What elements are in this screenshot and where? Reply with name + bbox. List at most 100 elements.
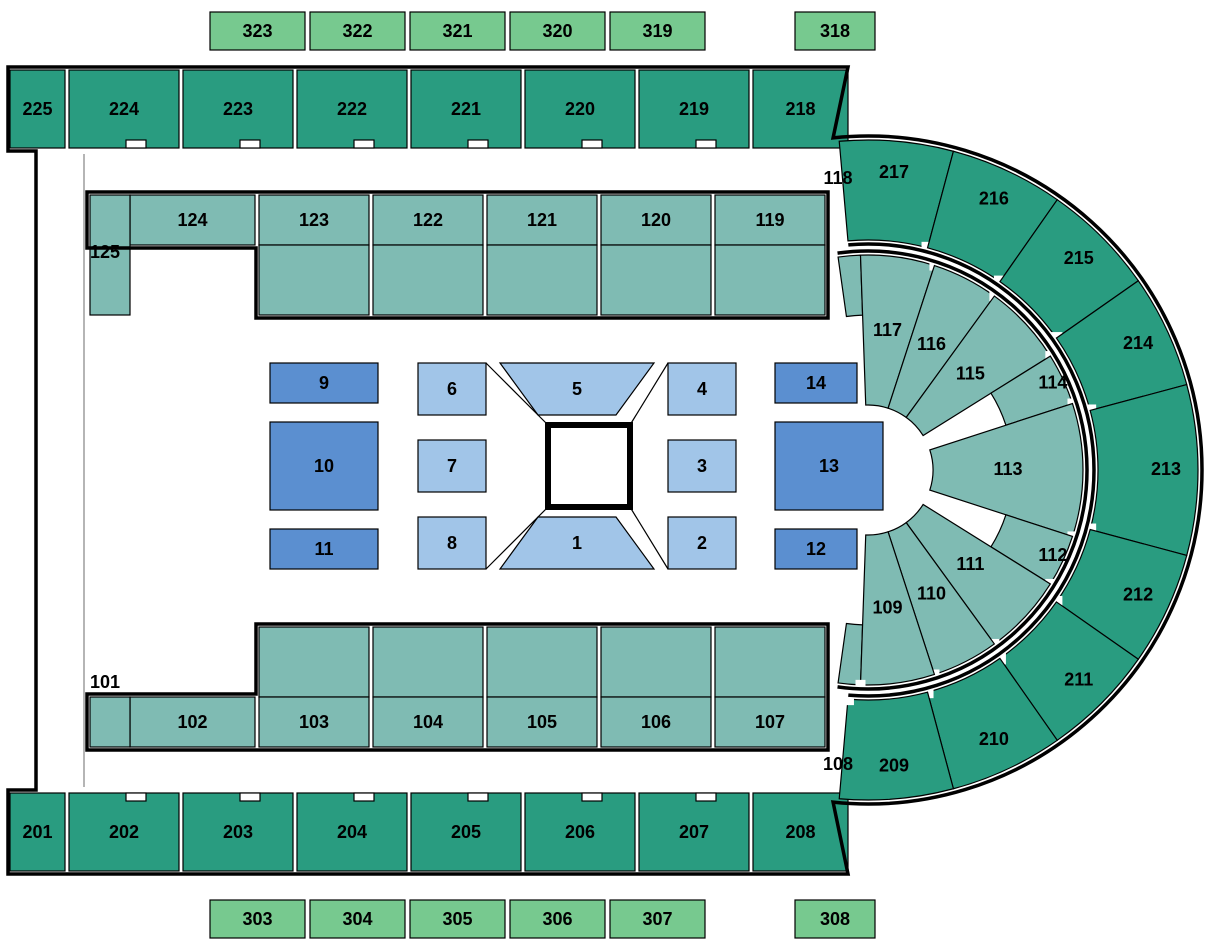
svg-text:109: 109 xyxy=(872,597,902,617)
svg-text:103: 103 xyxy=(299,712,329,732)
section-121-ext[interactable] xyxy=(487,245,597,315)
svg-text:114: 114 xyxy=(1038,373,1067,393)
entry-notch xyxy=(354,140,374,148)
section-104-ext[interactable] xyxy=(373,627,483,697)
section-122-ext[interactable] xyxy=(373,245,483,315)
svg-text:10: 10 xyxy=(314,456,334,476)
section-118[interactable] xyxy=(838,255,863,316)
svg-text:307: 307 xyxy=(642,909,672,929)
svg-text:219: 219 xyxy=(679,99,709,119)
svg-text:320: 320 xyxy=(542,21,572,41)
section-213[interactable] xyxy=(1090,385,1198,556)
svg-text:2: 2 xyxy=(697,533,707,553)
svg-text:110: 110 xyxy=(917,583,946,603)
svg-text:211: 211 xyxy=(1064,669,1093,689)
entry-notch xyxy=(582,793,602,801)
svg-text:210: 210 xyxy=(979,729,1009,749)
svg-text:13: 13 xyxy=(819,456,839,476)
svg-text:113: 113 xyxy=(993,459,1022,479)
svg-text:205: 205 xyxy=(451,822,481,842)
section-120-ext[interactable] xyxy=(601,245,711,315)
svg-text:5: 5 xyxy=(572,379,582,399)
svg-text:318: 318 xyxy=(820,21,850,41)
section-101[interactable] xyxy=(90,697,130,747)
section-106-ext[interactable] xyxy=(601,627,711,697)
svg-text:124: 124 xyxy=(177,210,207,230)
svg-text:123: 123 xyxy=(299,210,329,230)
svg-text:220: 220 xyxy=(565,99,595,119)
svg-text:217: 217 xyxy=(879,162,909,182)
svg-text:224: 224 xyxy=(109,99,139,119)
entry-notch xyxy=(468,140,488,148)
svg-text:222: 222 xyxy=(337,99,367,119)
section-107-ext[interactable] xyxy=(715,627,825,697)
svg-text:106: 106 xyxy=(641,712,671,732)
svg-text:216: 216 xyxy=(979,189,1009,209)
svg-text:204: 204 xyxy=(337,822,367,842)
svg-text:111: 111 xyxy=(956,554,984,574)
entry-notch xyxy=(126,793,146,801)
entry-notch xyxy=(696,793,716,801)
svg-text:1: 1 xyxy=(572,533,582,553)
svg-text:101: 101 xyxy=(90,672,120,692)
svg-text:108: 108 xyxy=(823,754,853,774)
svg-text:115: 115 xyxy=(956,363,985,383)
entry-notch xyxy=(582,140,602,148)
svg-text:121: 121 xyxy=(527,210,557,230)
svg-text:215: 215 xyxy=(1064,248,1094,268)
svg-text:6: 6 xyxy=(447,379,457,399)
svg-text:102: 102 xyxy=(177,712,207,732)
entry-notch xyxy=(468,793,488,801)
svg-text:305: 305 xyxy=(442,909,472,929)
svg-text:306: 306 xyxy=(542,909,572,929)
svg-text:14: 14 xyxy=(806,373,826,393)
svg-text:308: 308 xyxy=(820,909,850,929)
svg-text:214: 214 xyxy=(1123,333,1153,353)
svg-text:212: 212 xyxy=(1123,585,1153,605)
section-123-ext[interactable] xyxy=(259,245,369,315)
svg-text:8: 8 xyxy=(447,533,457,553)
svg-text:304: 304 xyxy=(342,909,372,929)
svg-text:218: 218 xyxy=(785,99,815,119)
svg-text:118: 118 xyxy=(823,168,852,188)
section-105-ext[interactable] xyxy=(487,627,597,697)
svg-text:303: 303 xyxy=(242,909,272,929)
entry-notch xyxy=(354,793,374,801)
svg-text:225: 225 xyxy=(22,99,52,119)
svg-text:107: 107 xyxy=(755,712,785,732)
svg-text:319: 319 xyxy=(642,21,672,41)
svg-text:202: 202 xyxy=(109,822,139,842)
svg-text:120: 120 xyxy=(641,210,671,230)
svg-text:116: 116 xyxy=(917,334,946,354)
section-103-ext[interactable] xyxy=(259,627,369,697)
entry-notch xyxy=(240,793,260,801)
svg-text:125: 125 xyxy=(90,242,120,262)
section-108[interactable] xyxy=(838,623,863,684)
svg-text:112: 112 xyxy=(1038,545,1067,565)
svg-text:104: 104 xyxy=(413,712,443,732)
svg-text:321: 321 xyxy=(442,21,472,41)
svg-text:122: 122 xyxy=(413,210,443,230)
svg-text:207: 207 xyxy=(679,822,709,842)
svg-text:12: 12 xyxy=(806,539,826,559)
svg-text:322: 322 xyxy=(342,21,372,41)
svg-text:221: 221 xyxy=(451,99,481,119)
svg-text:7: 7 xyxy=(447,456,457,476)
svg-text:9: 9 xyxy=(319,373,329,393)
svg-text:117: 117 xyxy=(873,320,902,340)
svg-text:206: 206 xyxy=(565,822,595,842)
svg-text:11: 11 xyxy=(314,539,333,559)
svg-text:209: 209 xyxy=(879,756,909,776)
entry-notch xyxy=(696,140,716,148)
svg-text:119: 119 xyxy=(755,210,784,230)
svg-text:201: 201 xyxy=(22,822,52,842)
entry-notch xyxy=(126,140,146,148)
svg-text:203: 203 xyxy=(223,822,253,842)
svg-text:208: 208 xyxy=(785,822,815,842)
entry-notch xyxy=(240,140,260,148)
svg-text:213: 213 xyxy=(1151,459,1181,479)
svg-text:4: 4 xyxy=(697,379,707,399)
section-119-ext[interactable] xyxy=(715,245,825,315)
svg-text:3: 3 xyxy=(697,456,707,476)
svg-text:105: 105 xyxy=(527,712,557,732)
